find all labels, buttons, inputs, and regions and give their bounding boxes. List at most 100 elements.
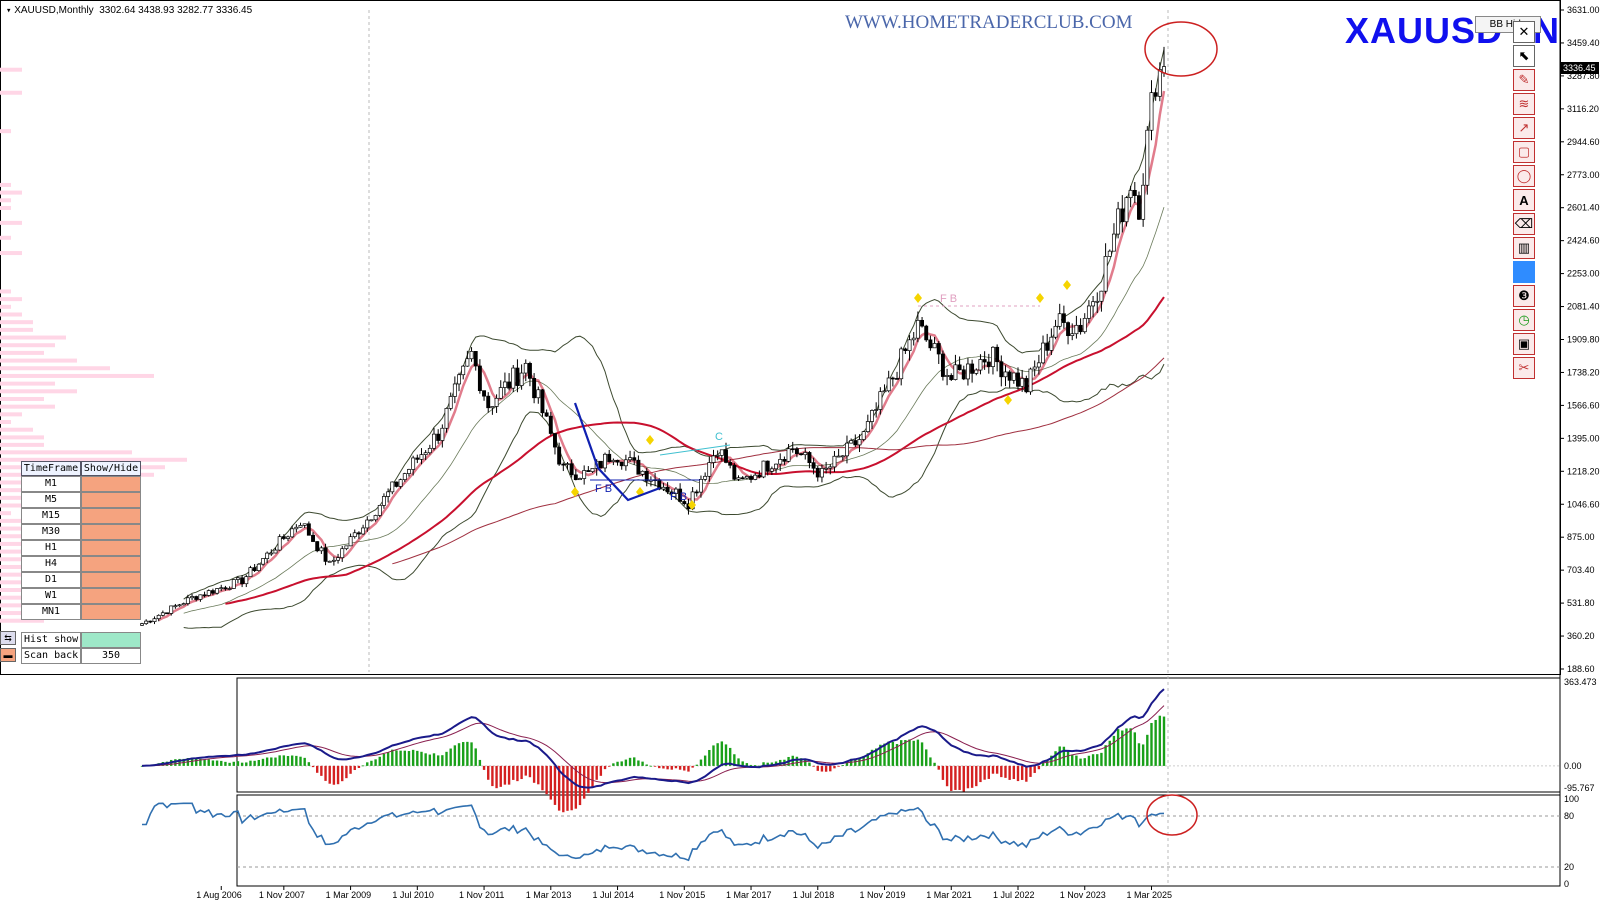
macd-histogram-bar <box>545 765 548 795</box>
macd-histogram-bar <box>766 762 769 766</box>
macd-histogram-bar <box>562 765 565 813</box>
scissors-icon[interactable]: ✂ <box>1513 357 1535 379</box>
candle-body <box>870 410 874 422</box>
candle-body <box>786 448 791 462</box>
color-swatch-icon[interactable] <box>1513 261 1535 283</box>
macd-histogram-bar <box>1104 745 1107 766</box>
timeframe-toggle[interactable] <box>81 508 141 524</box>
volume-profile-bar <box>0 235 11 240</box>
rectangle-icon[interactable]: ▢ <box>1513 141 1535 163</box>
candle-body <box>140 623 144 626</box>
candle-body <box>819 468 824 478</box>
candle-body <box>419 454 424 460</box>
timeframe-toggle[interactable] <box>81 556 141 572</box>
candle-body <box>740 477 745 480</box>
number-3-icon[interactable]: ❸ <box>1513 285 1535 307</box>
candle-body <box>724 449 728 463</box>
macd-histogram-bar <box>282 755 286 766</box>
volume-profile-bar <box>0 182 11 187</box>
macd-histogram-bar <box>1029 765 1032 777</box>
macd-histogram-bar <box>199 758 202 766</box>
ellipse-icon[interactable]: ◯ <box>1513 165 1535 187</box>
time-tick-label: 1 Nov 2015 <box>659 890 705 900</box>
macd-histogram-bar <box>524 765 527 776</box>
fibo-icon[interactable]: ≋ <box>1513 93 1535 115</box>
volume-profile-bar <box>0 205 11 210</box>
timeframe-toggle[interactable] <box>81 604 141 620</box>
price-tick-label: 2601.40 <box>1567 203 1600 213</box>
candle-body <box>1103 256 1108 292</box>
macd-histogram-bar <box>528 765 532 778</box>
volume-profile-bar <box>0 457 187 462</box>
candle-body <box>340 548 345 559</box>
candle-body <box>561 463 566 466</box>
macd-histogram-bar <box>316 765 319 773</box>
candle-body <box>845 442 849 457</box>
timeframe-toggle[interactable] <box>81 492 141 508</box>
pattern-diamond-icon <box>688 500 696 510</box>
candle-body <box>949 375 954 380</box>
volume-profile-bar <box>0 90 22 95</box>
bollinger-bands <box>183 49 1165 629</box>
macd-histogram-bar <box>712 745 715 766</box>
candle-body <box>669 491 674 494</box>
macd-histogram-bar <box>512 765 515 780</box>
macd-histogram-bar <box>341 765 344 782</box>
close-icon[interactable]: ✕ <box>1513 21 1535 43</box>
timeframe-toggle[interactable] <box>81 540 141 556</box>
trash-icon[interactable]: ▥ <box>1513 237 1535 259</box>
macd-histogram-bar <box>624 759 628 766</box>
candle-body <box>181 603 186 606</box>
time-tick-label: 1 Mar 2025 <box>1126 890 1172 900</box>
clock-icon[interactable]: ◷ <box>1513 309 1535 331</box>
timeframe-toggle[interactable] <box>81 572 141 588</box>
candle-body <box>1032 366 1037 370</box>
volume-profile-bar <box>0 297 22 302</box>
macd-histogram-bar <box>1033 765 1036 773</box>
candle-body <box>302 523 307 526</box>
eraser-icon[interactable]: ⌫ <box>1513 213 1535 235</box>
candle-body <box>261 558 265 565</box>
macd-histogram-bar <box>349 765 352 774</box>
hist-show-toggle[interactable]: Hist show <box>21 632 81 648</box>
macd-histogram-bar <box>745 763 749 766</box>
timeframe-toggle[interactable] <box>81 588 141 604</box>
arrow-icon[interactable]: ↗ <box>1513 117 1535 139</box>
cursor-icon[interactable]: ⬉ <box>1513 45 1535 67</box>
scan-back-input[interactable]: 350 <box>81 648 141 664</box>
candle-body <box>457 374 461 385</box>
candle-body <box>477 365 482 392</box>
candle-body <box>874 409 879 411</box>
macd-histogram-bar <box>975 765 978 787</box>
save-icon[interactable]: ▣ <box>1513 333 1535 355</box>
timeframe-row: M5 <box>21 492 141 508</box>
macd-histogram-bar <box>862 756 865 766</box>
timeframe-toggle[interactable] <box>81 524 141 540</box>
macd-histogram-bar <box>845 761 849 766</box>
candle-body <box>1157 69 1162 97</box>
symbol-timeframe: XAUUSD,Monthly <box>14 5 94 16</box>
pencil-icon[interactable]: ✎ <box>1513 69 1535 91</box>
text-icon[interactable]: A <box>1513 189 1535 211</box>
candle-body <box>502 381 507 388</box>
macd-histogram-bar <box>749 764 753 766</box>
panel-toggle-icon[interactable]: ⇆ <box>0 631 16 645</box>
candle-body <box>1116 208 1121 235</box>
candle-body <box>202 594 207 597</box>
macd-histogram-bar <box>962 765 965 792</box>
panel-collapse-icon[interactable]: ▬ <box>0 648 16 662</box>
price-tick-label: 1218.20 <box>1567 466 1600 476</box>
candle-body <box>661 486 666 490</box>
volume-profile-bar <box>0 198 11 203</box>
candle-body <box>231 579 236 589</box>
volume-profile-bar <box>0 427 33 432</box>
macd-histogram-bar <box>236 761 240 766</box>
hist-show-state[interactable] <box>81 632 141 648</box>
macd-histogram-bar <box>457 743 461 766</box>
macd-histogram-bar <box>587 765 590 793</box>
timeframe-toggle[interactable] <box>81 476 141 492</box>
macd-histogram-bar <box>507 765 511 785</box>
scan-back-row: Scan back 350 <box>21 648 141 664</box>
candle-body <box>206 590 211 596</box>
